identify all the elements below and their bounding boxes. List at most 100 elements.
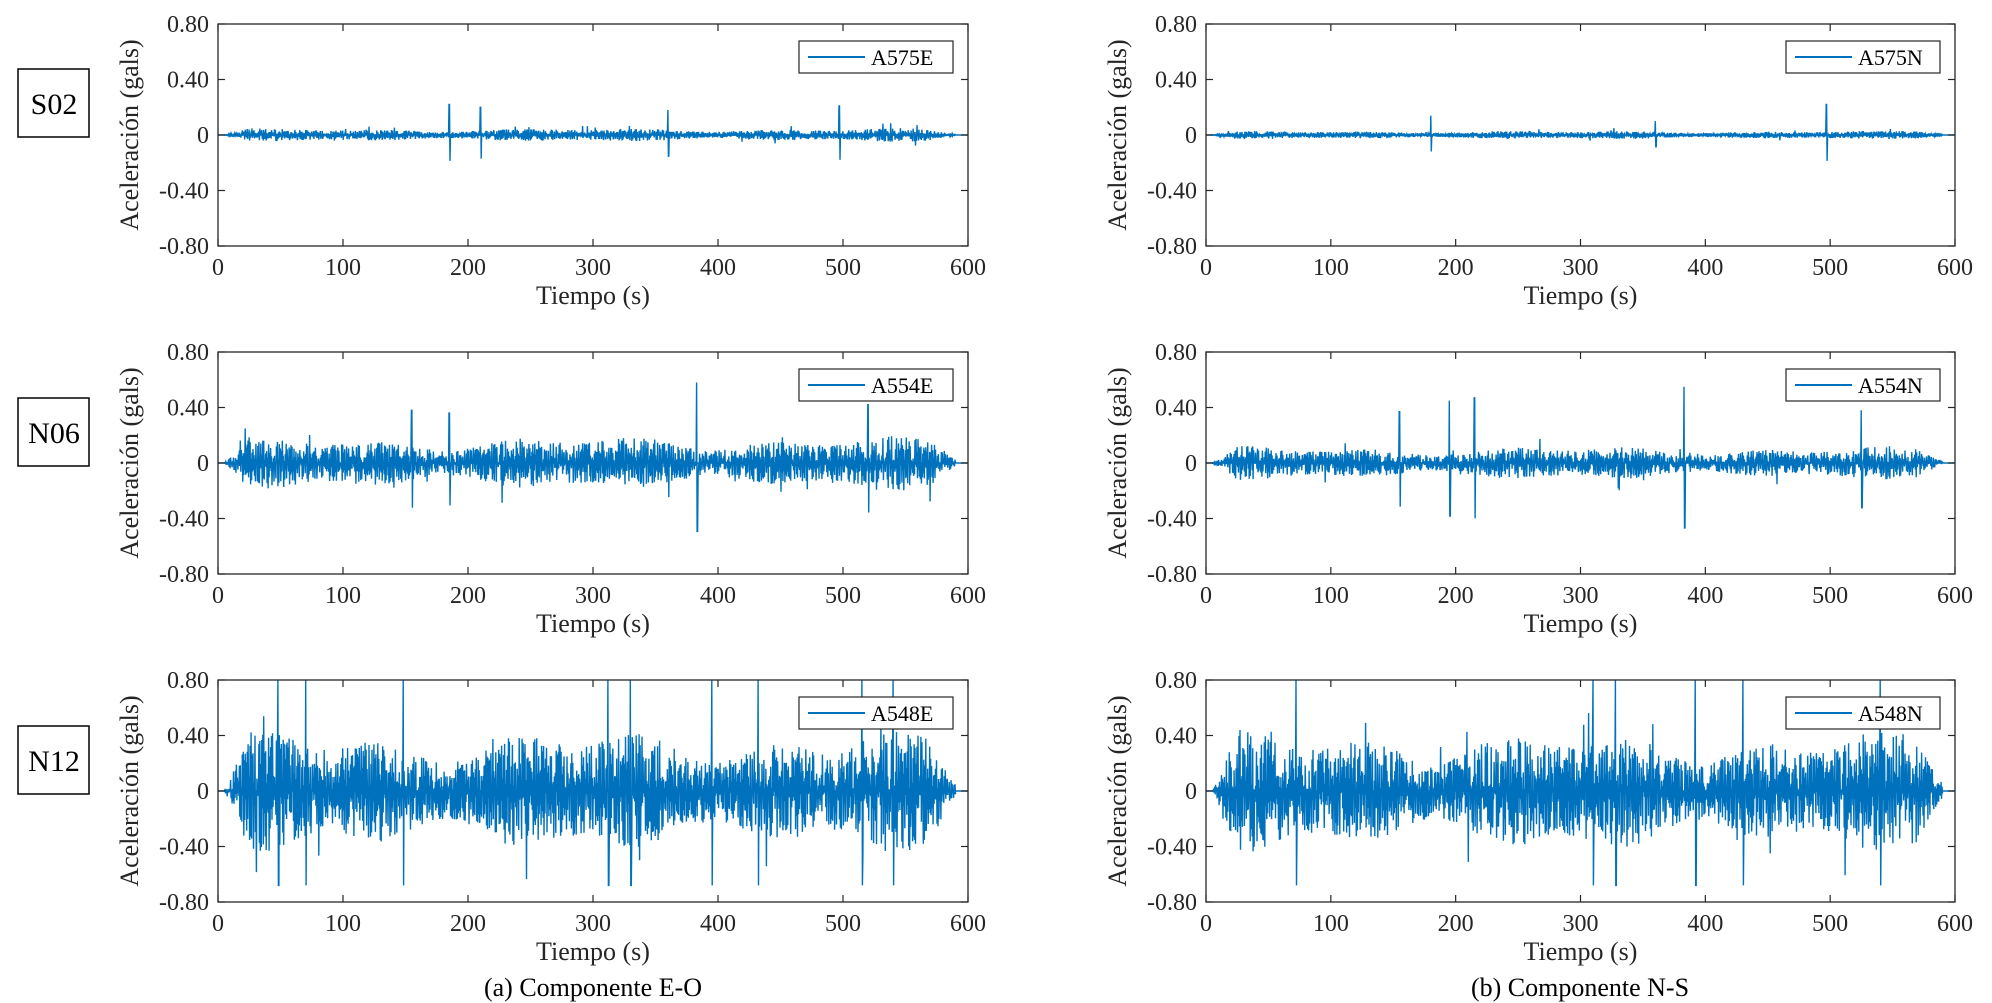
x-tick-label: 100 — [325, 911, 361, 937]
y-tick-label: 0.40 — [1155, 724, 1197, 750]
y-tick-label: -0.40 — [1147, 179, 1197, 205]
x-tick-label: 500 — [1812, 911, 1848, 937]
legend-label: A548E — [871, 701, 933, 726]
x-axis-label: Tiempo (s) — [536, 281, 650, 310]
x-tick-label: 300 — [575, 911, 611, 937]
y-tick-label: -0.80 — [159, 890, 209, 916]
x-tick-label: 300 — [1563, 911, 1599, 937]
x-tick-label: 0 — [212, 255, 224, 281]
y-tick-label: -0.40 — [159, 507, 209, 533]
y-tick-label: 0.40 — [167, 68, 209, 94]
subplot-s02-ns: 0 100 200 300 400 500 600 0.80 0.40 0 -0.40 -0.80 Ti… — [1103, 12, 1973, 310]
y-tick-label: 0 — [1185, 779, 1197, 805]
y-tick-label: 0 — [1185, 451, 1197, 477]
signal-trace — [1211, 386, 1944, 529]
x-tick-label: 100 — [1313, 583, 1349, 609]
station-label-n12: N12 — [17, 725, 90, 795]
x-tick-label: 400 — [700, 583, 736, 609]
y-tick-label: -0.80 — [1147, 234, 1197, 260]
y-tick-label: 0 — [197, 123, 209, 149]
x-axis-label: Tiempo (s) — [536, 609, 650, 638]
x-tick-label: 0 — [212, 911, 224, 937]
caption-ns: (b) Componente N-S — [1471, 973, 1689, 1002]
x-tick-label: 0 — [212, 583, 224, 609]
y-axis-label: Aceleración (gals) — [115, 39, 144, 230]
y-axis-label: Aceleración (gals) — [1103, 39, 1132, 230]
y-tick-label: 0.40 — [167, 724, 209, 750]
x-axis-label: Tiempo (s) — [1524, 609, 1638, 638]
x-tick-label: 100 — [325, 583, 361, 609]
station-name: N06 — [28, 417, 80, 450]
y-tick-label: 0.80 — [1155, 12, 1197, 38]
y-axis-label: Aceleración (gals) — [1103, 367, 1132, 558]
x-tick-label: 600 — [1937, 911, 1973, 937]
caption-eo: (a) Componente E-O — [484, 973, 702, 1002]
x-tick-label: 400 — [700, 911, 736, 937]
y-tick-label: 0.40 — [167, 396, 209, 422]
y-tick-label: -0.80 — [159, 234, 209, 260]
x-tick-label: 200 — [450, 911, 486, 937]
y-tick-label: 0 — [197, 451, 209, 477]
y-tick-label: -0.40 — [1147, 507, 1197, 533]
x-tick-label: 200 — [1438, 583, 1474, 609]
y-tick-label: 0 — [1185, 123, 1197, 149]
y-tick-label: -0.80 — [1147, 890, 1197, 916]
x-tick-label: 400 — [1687, 255, 1723, 281]
station-label-n06: N06 — [17, 397, 90, 467]
x-tick-label: 100 — [1313, 255, 1349, 281]
x-tick-label: 600 — [1937, 583, 1973, 609]
y-tick-label: -0.80 — [159, 562, 209, 588]
station-name: N12 — [28, 745, 80, 778]
subplot-n06-eo: 0 100 200 300 400 500 600 0.80 0.40 0 -0.40 -0.80 Ti… — [115, 340, 986, 638]
x-tick-label: 300 — [1563, 255, 1599, 281]
subplot-n06-ns: 0 100 200 300 400 500 600 0.80 0.40 0 -0.40 -0.80 Ti… — [1103, 340, 1973, 638]
x-tick-label: 0 — [1200, 255, 1212, 281]
x-axis-label: Tiempo (s) — [1524, 281, 1638, 310]
y-tick-label: -0.80 — [1147, 562, 1197, 588]
x-tick-label: 500 — [825, 583, 861, 609]
y-axis-label: Aceleración (gals) — [1103, 695, 1132, 886]
signal-trace — [223, 680, 957, 887]
y-tick-label: 0.80 — [167, 12, 209, 38]
signal-trace — [1212, 103, 1944, 161]
x-tick-label: 400 — [700, 255, 736, 281]
legend-label: A554N — [1858, 373, 1923, 398]
legend-box — [1785, 696, 1941, 730]
x-tick-label: 400 — [1687, 911, 1723, 937]
x-tick-label: 100 — [1313, 911, 1349, 937]
x-tick-label: 200 — [1438, 911, 1474, 937]
y-tick-label: 0.80 — [167, 668, 209, 694]
x-tick-label: 500 — [1812, 255, 1848, 281]
y-tick-label: 0.40 — [1155, 396, 1197, 422]
x-tick-label: 400 — [1687, 583, 1723, 609]
x-tick-label: 0 — [1200, 911, 1212, 937]
x-tick-label: 200 — [1438, 255, 1474, 281]
station-box — [17, 397, 90, 467]
x-tick-label: 0 — [1200, 583, 1212, 609]
x-axis-label: Tiempo (s) — [536, 937, 650, 966]
x-tick-label: 300 — [575, 583, 611, 609]
x-tick-label: 300 — [575, 255, 611, 281]
x-tick-label: 200 — [450, 583, 486, 609]
signal-trace — [224, 103, 957, 161]
x-tick-label: 600 — [950, 911, 986, 937]
x-tick-label: 500 — [1812, 583, 1848, 609]
x-axis-label: Tiempo (s) — [1524, 937, 1638, 966]
signal-trace — [223, 382, 957, 533]
x-tick-label: 600 — [1937, 255, 1973, 281]
x-tick-label: 200 — [450, 255, 486, 281]
legend-label: A548N — [1858, 701, 1923, 726]
x-tick-label: 500 — [825, 911, 861, 937]
y-tick-label: -0.40 — [1147, 835, 1197, 861]
subplot-n12-eo: 0 100 200 300 400 500 600 0.80 0.40 0 -0.40 -0.80 Ti… — [115, 668, 986, 966]
y-axis-label: Aceleración (gals) — [115, 695, 144, 886]
x-tick-label: 600 — [950, 255, 986, 281]
legend-label: A575N — [1858, 45, 1923, 70]
station-box — [17, 68, 90, 138]
y-tick-label: 0.80 — [1155, 668, 1197, 694]
station-box — [17, 725, 90, 795]
x-tick-label: 600 — [950, 583, 986, 609]
y-tick-label: 0 — [197, 779, 209, 805]
legend-label: A554E — [871, 373, 933, 398]
